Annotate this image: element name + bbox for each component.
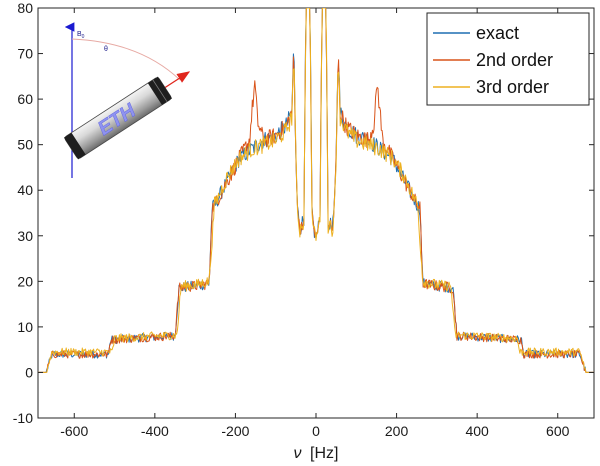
b0-label: B0 — [77, 31, 85, 40]
x-axis-ticks: -600 -400 -200 0 200 400 600 — [60, 8, 570, 439]
x-tick-label: -400 — [141, 423, 169, 439]
rotor-cap-ridge — [152, 79, 168, 102]
y-tick-label: -10 — [13, 410, 33, 426]
x-tick-label: 0 — [312, 423, 320, 439]
y-tick-label: 0 — [25, 364, 33, 380]
b0-symbol: B — [77, 31, 82, 38]
rotor-cylinder: ETH — [63, 76, 173, 160]
y-tick-label: 70 — [17, 46, 33, 62]
x-axis-label: ν [Hz] — [294, 445, 339, 462]
y-tick-label: 20 — [17, 273, 33, 289]
rotor-inset: B0 θ ETH — [63, 22, 191, 178]
x-tick-label: -600 — [60, 423, 88, 439]
legend-label-2nd-order: 2nd order — [476, 50, 553, 70]
x-axis-symbol: ν — [294, 445, 302, 462]
y-tick-label: 30 — [17, 228, 33, 244]
x-tick-label: 200 — [385, 423, 409, 439]
legend-box — [426, 12, 590, 106]
legend-label-3rd-order: 3rd order — [476, 77, 549, 97]
y-tick-label: 50 — [17, 137, 33, 153]
x-tick-label: -200 — [221, 423, 249, 439]
legend-label-exact: exact — [476, 23, 519, 43]
y-tick-label: 40 — [17, 182, 33, 198]
angle-arc — [71, 38, 181, 81]
y-tick-label: 10 — [17, 319, 33, 335]
y-axis-ticks: -10 0 10 20 30 40 50 60 70 80 — [13, 0, 594, 426]
y-tick-label: 80 — [17, 0, 33, 16]
x-tick-label: 600 — [546, 423, 570, 439]
series-line-3rd-order — [38, 8, 594, 373]
series-layer — [38, 8, 594, 373]
x-axis-unit: [Hz] — [310, 445, 338, 462]
angle-label: θ — [104, 46, 108, 53]
rotor-cap-left — [63, 132, 86, 160]
b0-subscript: 0 — [82, 34, 85, 40]
legend: exact 2nd order 3rd order — [426, 12, 590, 106]
y-tick-label: 60 — [17, 91, 33, 107]
x-tick-label: 400 — [465, 423, 489, 439]
